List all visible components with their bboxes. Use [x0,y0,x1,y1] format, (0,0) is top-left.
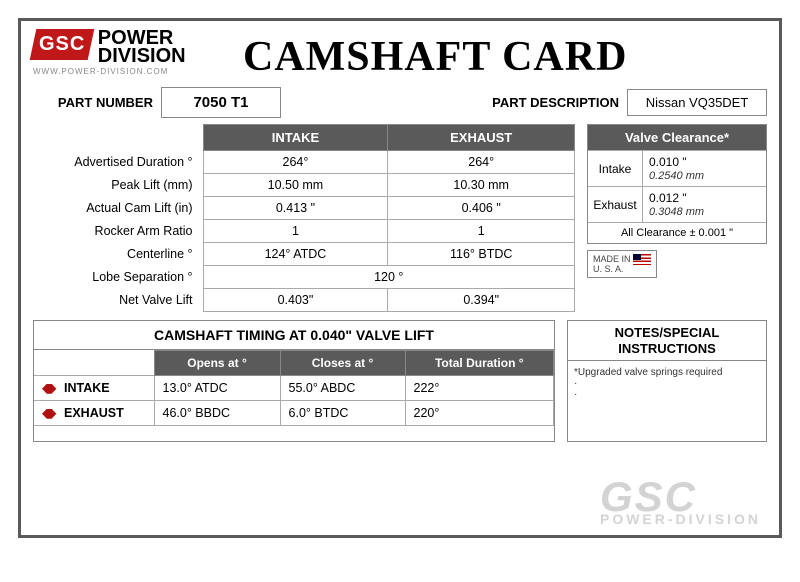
arrow-icon [42,384,58,394]
part-row: PART NUMBER 7050 T1 PART DESCRIPTION Nis… [33,87,767,118]
vc-intake-label: Intake [588,151,643,186]
specs-header-exhaust: EXHAUST [388,125,575,151]
timing-title: CAMSHAFT TIMING AT 0.040" VALVE LIFT [34,321,554,350]
header-row: GSC POWERDIVISION WWW.POWER-DIVISION.COM… [33,29,767,81]
timing-table: Opens at ° Closes at ° Total Duration ° … [34,350,554,426]
watermark: GSC POWER-DIVISION [600,480,761,525]
timing-box: CAMSHAFT TIMING AT 0.040" VALVE LIFT Ope… [33,320,555,442]
vc-exhaust-label: Exhaust [588,187,643,222]
logo-block: GSC POWERDIVISION WWW.POWER-DIVISION.COM [33,29,213,76]
part-number-value: 7050 T1 [161,87,281,118]
card-title: CAMSHAFT CARD [243,33,627,81]
logo-url: WWW.POWER-DIVISION.COM [33,67,213,76]
part-desc-value: Nissan VQ35DET [627,89,767,116]
vc-intake-in: 0.010 " [649,155,760,169]
notes-box: NOTES/SPECIALINSTRUCTIONS *Upgraded valv… [567,320,767,442]
specs-table: INTAKE EXHAUST Advertised Duration °264°… [33,124,575,312]
camshaft-card: GSC POWERDIVISION WWW.POWER-DIVISION.COM… [18,18,782,538]
vc-header: Valve Clearance* [588,125,766,150]
vc-intake-mm: 0.2540 mm [649,170,760,182]
vc-exhaust-mm: 0.3048 mm [649,206,760,218]
specs-table-wrap: INTAKE EXHAUST Advertised Duration °264°… [33,124,575,312]
usa-flag-icon [633,254,651,265]
notes-body: *Upgraded valve springs required ·· [568,361,766,441]
vc-exhaust-in: 0.012 " [649,191,760,205]
made-in-usa-badge: MADE IN U. S. A. [587,250,657,278]
arrow-icon [42,409,58,419]
specs-header-intake: INTAKE [203,125,388,151]
logo-badge: GSC [30,29,95,60]
valve-clearance-block: Valve Clearance* Intake 0.010 " 0.2540 m… [587,124,767,312]
notes-title: NOTES/SPECIALINSTRUCTIONS [568,321,766,361]
part-number-label: PART NUMBER [33,95,153,110]
logo-text: POWERDIVISION [98,29,186,65]
vc-footer: All Clearance ± 0.001 " [588,222,766,243]
part-desc-label: PART DESCRIPTION [492,95,619,110]
